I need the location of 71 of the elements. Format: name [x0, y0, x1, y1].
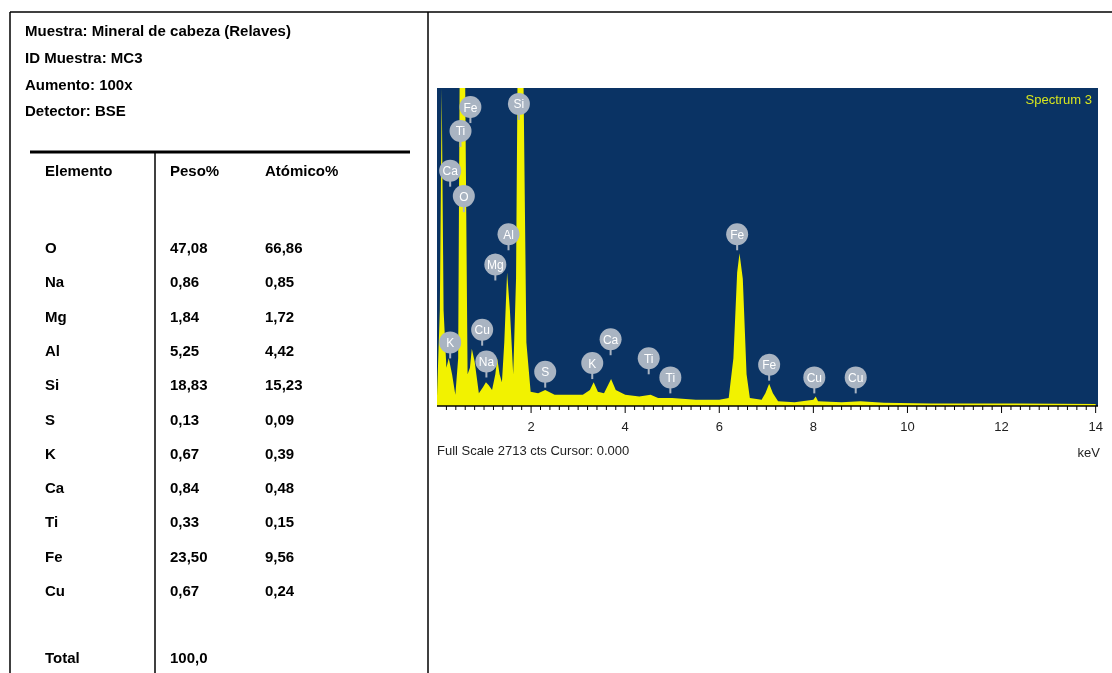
annotation: K	[446, 335, 455, 350]
data-label: 0,09	[265, 410, 295, 428]
annotation: K	[588, 356, 597, 371]
category-label: Na	[45, 273, 65, 291]
data-label: 66,86	[265, 239, 303, 256]
data-label: 5,25	[170, 341, 200, 359]
data-label: 0,13	[170, 410, 200, 428]
data-label: 1,84	[170, 307, 200, 325]
annotation: Cu	[848, 370, 864, 385]
data-label: 23,50	[170, 547, 208, 565]
annotation: Ti	[665, 370, 676, 385]
x-tick-label: 8	[809, 419, 817, 434]
x-tick-label: 10	[900, 419, 915, 434]
text: Muestra: Mineral de cabeza (Relaves)	[25, 22, 291, 39]
text: Elemento	[45, 162, 113, 179]
data-label: 0,33	[170, 513, 200, 531]
annotation: Fe	[762, 358, 777, 373]
data-label: 47,08	[170, 239, 208, 256]
data-label: 18,83	[170, 376, 208, 394]
text: Atómico%	[265, 162, 339, 179]
data-label: 0,24	[265, 582, 295, 599]
x-tick-label: 14	[1088, 419, 1103, 434]
data-label: 0,39	[265, 444, 295, 462]
x-tick-label: 4	[621, 419, 629, 434]
annotation: O	[459, 189, 469, 204]
data-label: 4,42	[265, 341, 295, 359]
x-axis-title: keV	[1077, 445, 1101, 460]
data-label: 0,15	[265, 513, 295, 531]
data-label: 9,56	[265, 547, 295, 565]
category-label: Cu	[45, 582, 65, 599]
category-label: K	[45, 444, 56, 462]
category-label: Si	[45, 376, 60, 394]
data-label: 0,85	[265, 273, 295, 291]
annotation: S	[541, 365, 550, 380]
category-label: Mg	[45, 307, 67, 325]
text: Aumento: 100x	[25, 75, 134, 93]
annotation: Cu	[806, 370, 822, 385]
x-tick-label: 2	[527, 419, 535, 434]
x-tick-label: 12	[994, 419, 1009, 434]
data-label: 0,86	[170, 273, 200, 291]
text: 100,0	[170, 649, 208, 666]
x-tick-label: 6	[715, 419, 723, 434]
data-label: 0,67	[170, 444, 200, 462]
annotation: Si	[513, 97, 525, 112]
category-label: Fe	[45, 547, 63, 565]
data-label: 0,67	[170, 582, 200, 599]
category-label: Ti	[45, 513, 59, 531]
text: ID Muestra: MC3	[25, 49, 143, 66]
annotation: Mg	[487, 257, 504, 272]
annotation: Ti	[455, 124, 466, 139]
annotation: Fe	[463, 100, 478, 115]
chart-title: Spectrum 3	[1025, 92, 1092, 107]
text: Full Scale 2713 cts Cursor: 0.000	[437, 443, 630, 458]
category-label: Ca	[45, 479, 65, 497]
annotation: Ca	[442, 164, 459, 179]
annotation: Na	[478, 354, 495, 369]
data-label: 1,72	[265, 307, 295, 325]
text: Peso%	[170, 162, 220, 179]
category-label: O	[45, 239, 57, 256]
annotation: Cu	[474, 323, 490, 338]
data-label: 15,23	[265, 376, 303, 394]
category-label: Al	[45, 341, 60, 359]
annotation: Ti	[643, 351, 654, 366]
annotation: Ca	[602, 332, 619, 347]
category-label: S	[45, 410, 56, 428]
text: Detector: BSE	[25, 102, 126, 119]
annotation: Fe	[730, 227, 745, 242]
data-label: 0,84	[170, 479, 200, 497]
data-label: 0,48	[265, 479, 295, 497]
annotation: Al	[503, 227, 514, 242]
text: Total	[45, 649, 80, 666]
